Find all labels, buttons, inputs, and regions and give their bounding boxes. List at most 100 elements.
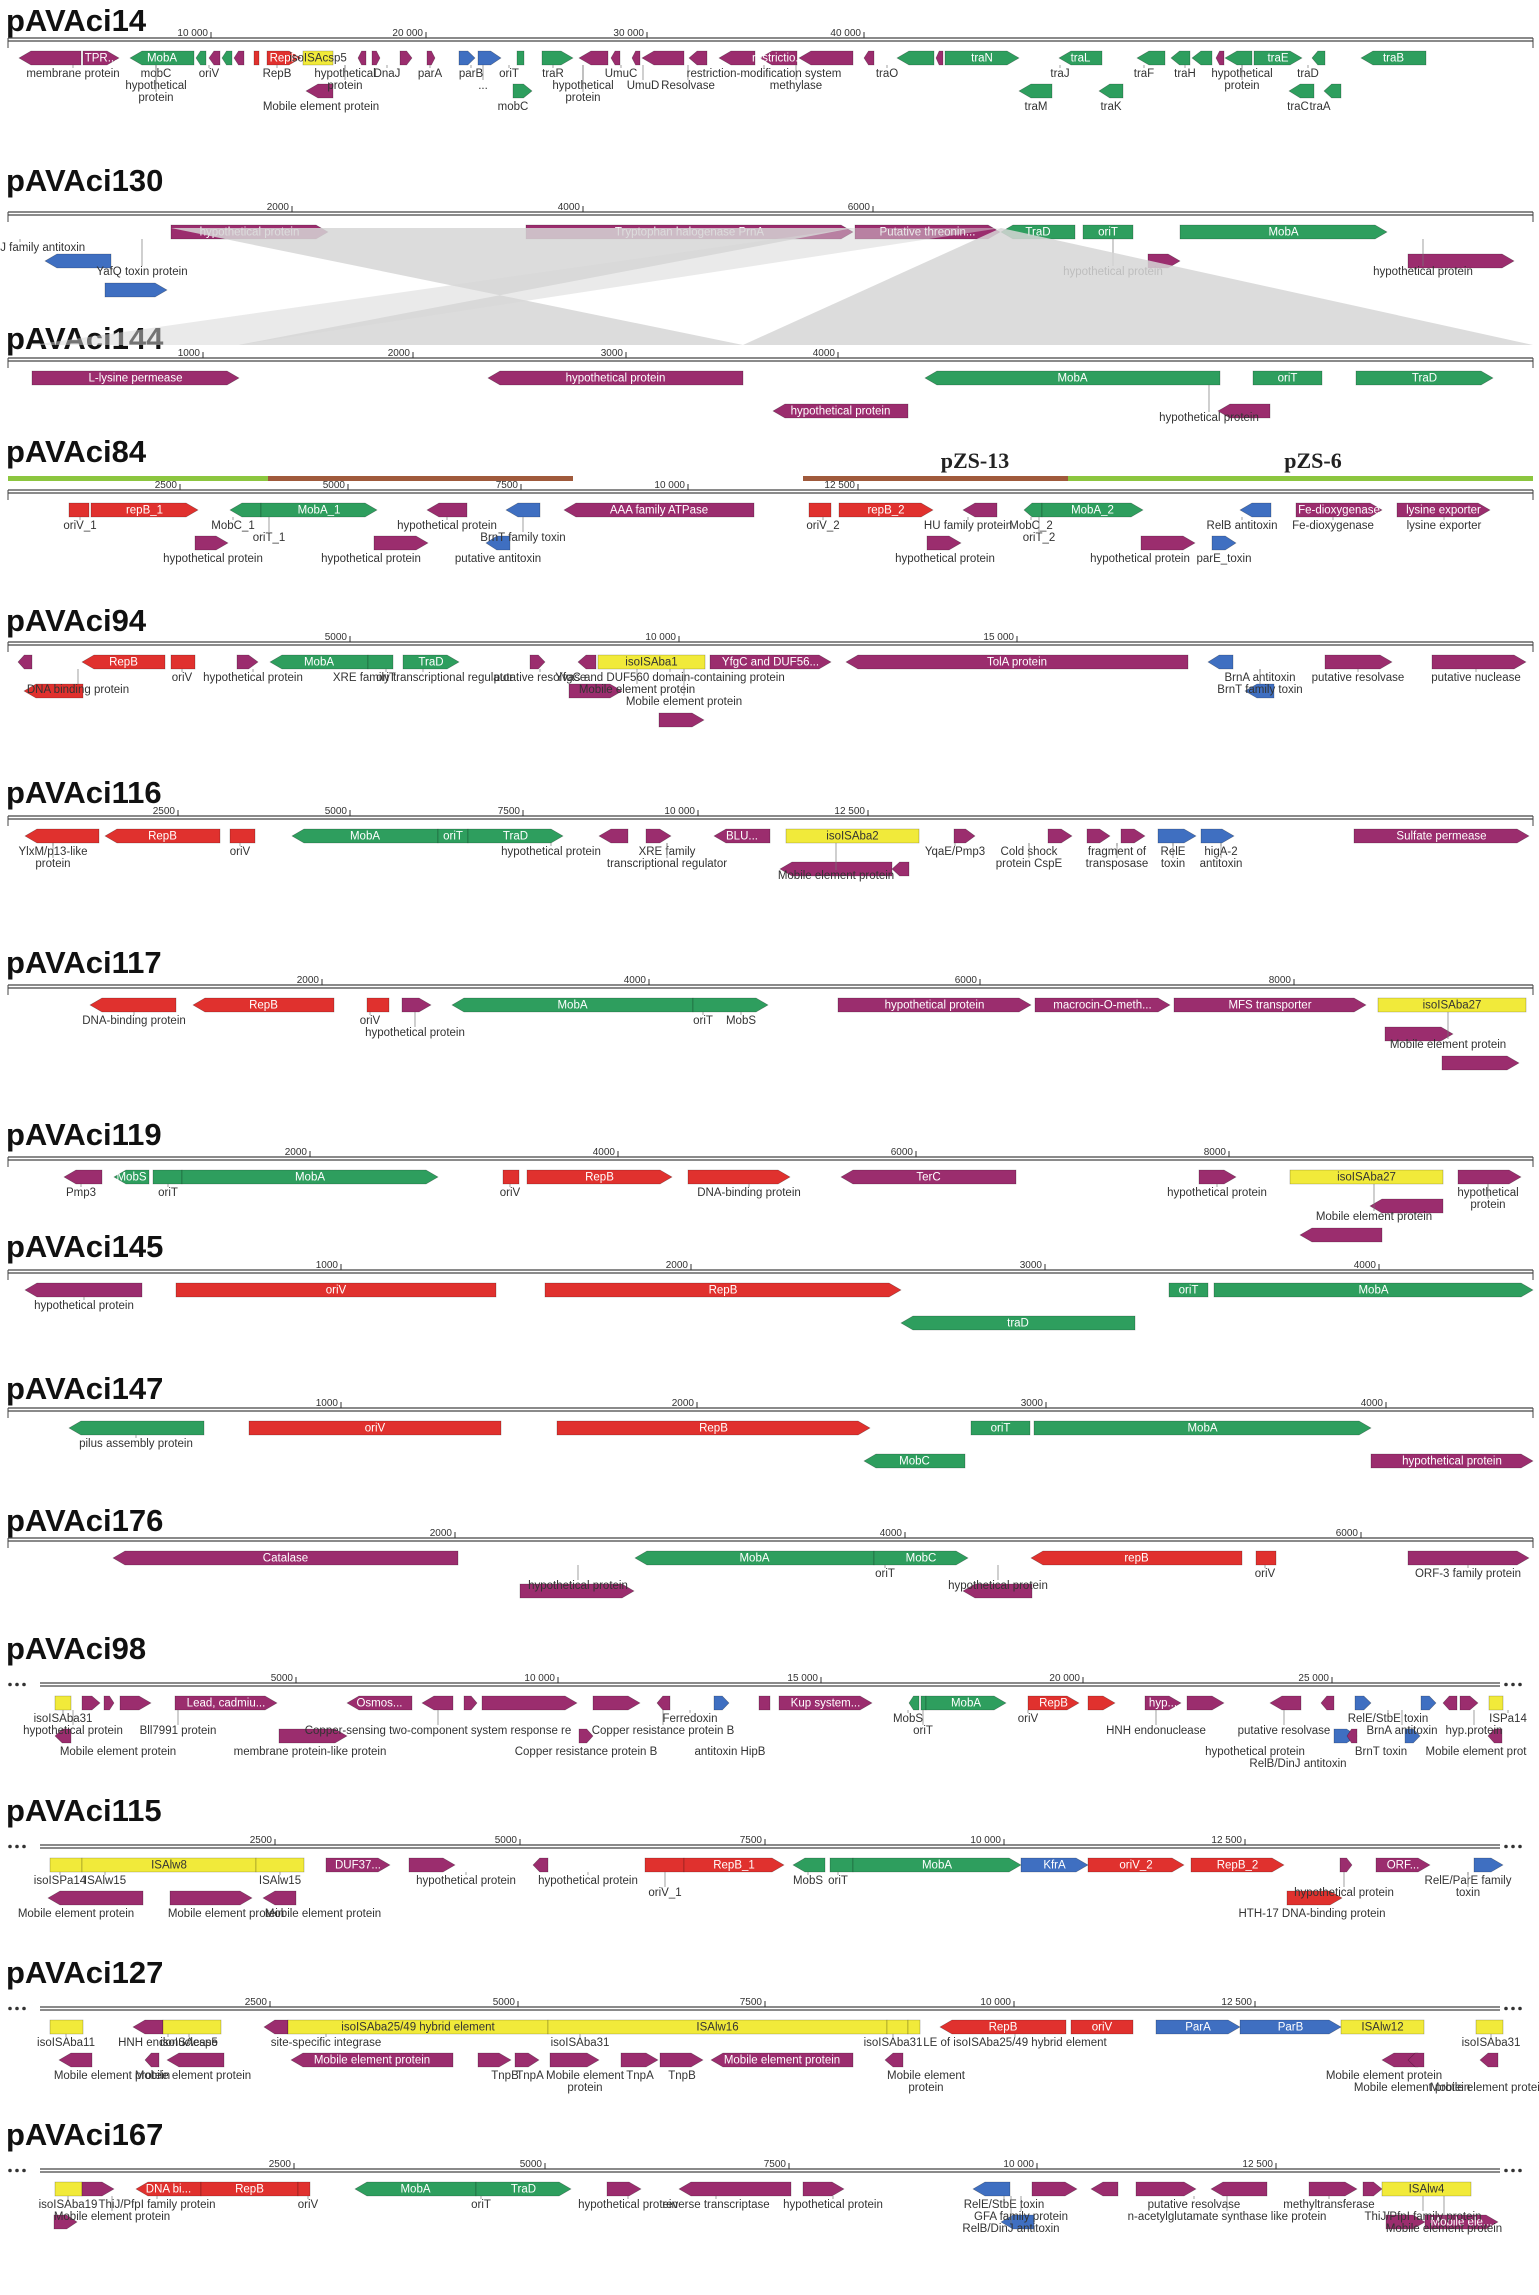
gene-arrow <box>104 282 168 298</box>
gene-label: RepB <box>989 2022 1018 2034</box>
feature-label: hyp.protein <box>1446 1725 1503 1737</box>
gene-arrow <box>236 654 259 670</box>
feature-label: Mobile element prot <box>1426 1746 1528 1758</box>
feature-label: parE_toxin <box>1197 553 1252 565</box>
feature-label: isoISAcsp5 <box>160 2037 218 2049</box>
gene-arrow <box>1087 1857 1185 1873</box>
gene-arrow <box>49 1857 83 1873</box>
gene-arrow <box>568 683 623 699</box>
gene-arrow <box>953 828 976 844</box>
gene-label: TerC <box>916 1172 940 1184</box>
continuation-dot <box>22 2006 26 2011</box>
gene-arrow <box>532 1857 549 1873</box>
feature-label: Mobile element protein <box>1386 2223 1502 2235</box>
feature-label: ISAlw15 <box>84 1875 126 1887</box>
feature-label: RepB <box>263 68 292 80</box>
scale-tick-label: 3000 <box>601 348 624 359</box>
gene-arrow <box>175 1282 497 1298</box>
feature-label: oriV_2 <box>806 520 839 532</box>
gene-arrow <box>248 1420 502 1436</box>
feature-label: RelE/StbE toxin <box>964 2199 1045 2211</box>
feature-label: site-specific integrase <box>271 2037 382 2049</box>
gene-arrow <box>1384 1026 1454 1042</box>
gene-arrow <box>829 1857 854 1873</box>
scale-tick-label: 2000 <box>666 1260 689 1271</box>
feature-label: hypothetical protein <box>783 2199 883 2211</box>
gene-label: Osmos... <box>356 1698 402 1710</box>
gene-arrow <box>174 1695 278 1711</box>
scale-tick-label: 6000 <box>1336 1528 1359 1539</box>
gene-label: MobA <box>739 1553 769 1565</box>
plasmid-pAVAci167: pAVAci167 2500 5000 7500 10 000 12 500 DNA bi.… <box>6 2117 1522 2235</box>
gene-arrow <box>129 50 195 66</box>
gene-arrow <box>373 535 429 551</box>
gene-label: hypothetical protein <box>1402 1456 1502 1468</box>
feature-label: TnpB <box>491 2070 519 2082</box>
continuation-dot <box>8 1682 12 1687</box>
gene-arrow <box>1381 2181 1472 2197</box>
feature-label: oriT <box>471 2199 491 2211</box>
feature-label: Copper-sensing two-component system resp… <box>305 1725 572 1737</box>
feature-label: MobS <box>893 1713 923 1725</box>
plasmid-pAVAci119: pAVAci119 2000 4000 6000 8000 MobS MobA RepB Ter… <box>6 1117 1534 1243</box>
feature-label: oriV_1 <box>63 520 96 532</box>
feature-label: Copper resistance protein B <box>515 1746 658 1758</box>
gene-label: isoISAba1 <box>625 657 677 669</box>
feature-label: DNA-binding protein <box>697 1187 801 1199</box>
continuation-dot <box>1518 1682 1522 1687</box>
gene-arrow <box>1033 1420 1372 1436</box>
gene-arrow <box>778 1695 873 1711</box>
feature-label: oriT <box>499 68 519 80</box>
gene-arrow <box>1090 2181 1119 2197</box>
gene-label: RepB <box>235 2184 264 2196</box>
gene-label: oriV <box>365 1423 386 1435</box>
gene-arrow <box>687 1169 791 1185</box>
gene-label: MFS transporter <box>1228 1000 1311 1012</box>
plasmid-title: pAVAci116 <box>6 775 162 810</box>
gene-arrow <box>229 502 262 518</box>
continuation-dot <box>22 2168 26 2173</box>
gene-label: traE <box>1267 53 1288 65</box>
feature-label: oriT_2 <box>1023 532 1056 544</box>
feature-label: traA <box>1309 101 1330 113</box>
gene-arrow <box>1286 1890 1343 1906</box>
gene-arrow <box>1369 1198 1444 1214</box>
scale-tick-label: 7500 <box>498 806 521 817</box>
feature-label: ThiJ/PfpI family protein <box>1365 2211 1482 2223</box>
feature-label: Resolvase <box>661 80 715 92</box>
plasmid-title: pAVAci119 <box>6 1117 162 1152</box>
fragment-bar <box>1068 476 1533 481</box>
gene-arrow <box>758 1695 771 1711</box>
feature-label: Bll7991 protein <box>140 1725 217 1737</box>
scale-tick-label: 10 000 <box>645 632 676 643</box>
scale-tick-label: 8000 <box>1269 975 1292 986</box>
gene-arrow <box>606 2181 642 2197</box>
gene-label: ISAlw16 <box>696 2022 738 2034</box>
scale-tick-label: 3000 <box>1020 1260 1043 1271</box>
feature-label: Mobile element protein <box>778 870 894 882</box>
feature-label: DnaJ <box>374 68 401 80</box>
gene-arrow <box>81 2181 115 2197</box>
gene-arrow <box>346 1695 413 1711</box>
gene-arrow <box>53 2214 78 2230</box>
gene-label: MobA_1 <box>298 505 341 517</box>
gene-label: RepB <box>148 831 177 843</box>
gene-arrow <box>863 50 875 66</box>
gene-arrow <box>24 828 100 844</box>
scale-tick-label: 3000 <box>1021 1398 1044 1409</box>
gene-label: RepB <box>699 1423 728 1435</box>
gene-arrow <box>426 502 468 518</box>
gene-arrow <box>1255 1550 1277 1566</box>
gene-arrow <box>896 50 935 66</box>
gene-arrow <box>475 2181 572 2197</box>
gene-arrow <box>1217 403 1271 419</box>
gene-arrow <box>408 1857 456 1873</box>
gene-label: oriV <box>1092 2022 1113 2034</box>
feature-label: MobC_2 <box>1009 520 1052 532</box>
gene-label: Mobile element protein <box>724 2055 840 2067</box>
gene-arrow <box>1473 1857 1504 1873</box>
feature-label: oriT <box>693 1015 713 1027</box>
continuation-dot <box>1504 2006 1508 2011</box>
scale-tick-label: 2500 <box>245 1997 268 2008</box>
